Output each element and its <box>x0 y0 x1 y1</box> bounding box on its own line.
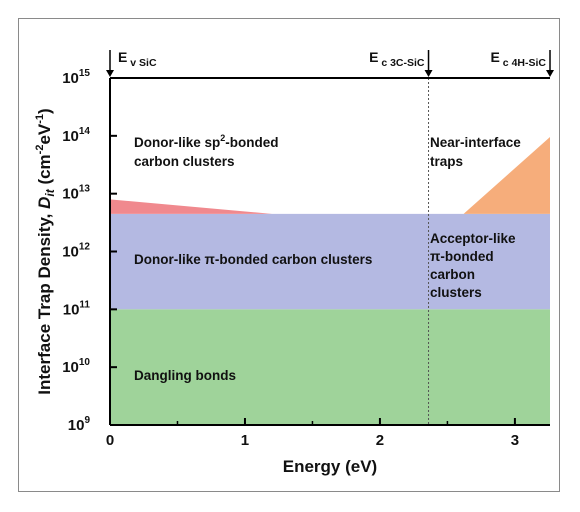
y-tick-label-6: 1015 <box>62 68 90 87</box>
acceptor-pi-clusters-label-line1: Acceptor-like <box>430 231 516 246</box>
sp2-clusters-label-line1: Donor-like sp2-bonded <box>134 133 279 150</box>
dangling-bonds-label: Dangling bonds <box>134 368 236 383</box>
near-interface-traps-label-line1: Near-interface <box>430 135 521 150</box>
ev-sic-label: E v SiC <box>118 49 157 69</box>
acceptor-pi-clusters-label-line4: clusters <box>430 285 482 300</box>
region-2 <box>110 199 272 214</box>
ec-4h-label: E c 4H-SiC <box>491 49 547 69</box>
y-tick-label-2: 1011 <box>63 299 91 318</box>
x-tick-label-2: 2 <box>376 432 384 449</box>
ec-3c-arrow-head <box>424 70 433 77</box>
ec-4h-arrow-head <box>546 70 554 77</box>
x-axis-title: Energy (eV) <box>283 457 377 476</box>
y-tick-label-5: 1014 <box>62 126 90 145</box>
x-tick-label-0: 0 <box>106 432 114 449</box>
acceptor-pi-clusters-label-line2: π-bonded <box>430 249 494 264</box>
ev-sic-arrow-head <box>106 70 114 77</box>
region-1 <box>110 213 550 310</box>
y-tick-label-3: 1012 <box>62 242 90 261</box>
y-tick-label-0: 109 <box>68 415 91 434</box>
x-tick-label-1: 1 <box>241 432 249 449</box>
x-tick-label-3: 3 <box>511 432 519 449</box>
y-tick-label-1: 1010 <box>62 357 90 376</box>
region-3 <box>463 137 550 214</box>
near-interface-traps-label-line2: traps <box>430 154 463 169</box>
ec-3c-label: E c 3C-SiC <box>369 49 425 69</box>
y-tick-label-4: 1013 <box>62 184 90 203</box>
figure-frame <box>18 18 560 492</box>
sp2-clusters-label-line2: carbon clusters <box>134 154 235 169</box>
region-0 <box>110 309 550 425</box>
acceptor-pi-clusters-label-line3: carbon <box>430 267 475 282</box>
donor-pi-clusters-label: Donor-like π-bonded carbon clusters <box>134 252 372 267</box>
y-axis-title: Interface Trap Density, Dit (cm-2eV-1) <box>34 108 57 394</box>
